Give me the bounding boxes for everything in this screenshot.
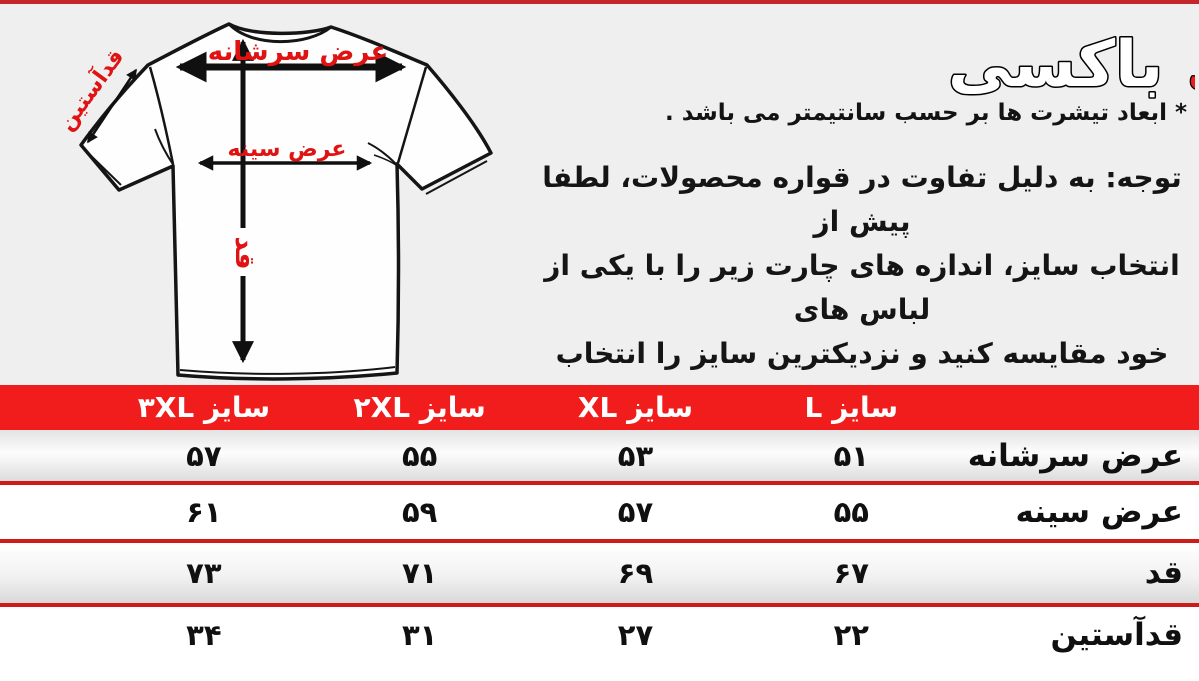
value-cell: ۶۱ — [186, 495, 222, 529]
value-cell: ۵۵ — [401, 438, 438, 473]
value-cell: ۵۹ — [401, 495, 438, 529]
value-cell: ۳۴ — [186, 618, 222, 652]
value-cell: ۶۹ — [617, 556, 654, 590]
shoulder-width-label: عرض سرشانه — [208, 37, 389, 67]
tshirt-outline — [79, 22, 493, 381]
table-row-shoulder-width: عرض سرشانه ۵۱ ۵۳ ۵۵ ۵۷ — [0, 430, 1199, 481]
size-table-header-row: سایز L سایز XL سایز ۲XL سایز ۳XL — [0, 385, 1199, 430]
value-cell: ۳۱ — [401, 618, 438, 652]
value-cell: ۵۷ — [186, 438, 222, 473]
table-row-length: قد ۶۷ ۶۹ ۷۱ ۷۳ — [0, 539, 1199, 603]
notice-line: توجه: به دلیل تفاوت در قواره محصولات، لط… — [542, 161, 1182, 238]
title-red-part: ابعاد تیشرت — [1188, 47, 1195, 101]
chest-width-label: عرض سینه — [228, 137, 347, 162]
value-cell: ۵۷ — [617, 495, 654, 529]
row-label: عرض سینه — [1015, 494, 1183, 530]
value-cell: ۷۱ — [401, 556, 438, 590]
sleeve-length-arrow — [86, 68, 138, 144]
top-border-line — [0, 0, 1199, 4]
header-size-xl: سایز XL — [577, 391, 694, 424]
row-label: قدآستین — [1050, 617, 1183, 653]
value-cell: ۶۷ — [833, 556, 869, 590]
value-cell: ۵۱ — [833, 438, 869, 473]
table-row-sleeve-length: قدآستین ۲۲ ۲۷ ۳۱ ۳۴ — [0, 603, 1199, 663]
size-table: سایز L سایز XL سایز ۲XL سایز ۳XL عرض سرش… — [0, 385, 1199, 681]
value-cell: ۵۵ — [833, 495, 869, 529]
value-cell: ۲۲ — [833, 618, 869, 652]
header-size-3xl: سایز ۳XL — [137, 391, 270, 424]
notice-line: انتخاب سایز، اندازه های چارت زیر را با ی… — [544, 249, 1180, 326]
row-label: قد — [1144, 555, 1183, 591]
value-cell: ۷۳ — [186, 556, 222, 590]
header-size-l: سایز L — [804, 391, 899, 424]
value-cell: ۲۷ — [617, 618, 654, 652]
row-label: عرض سرشانه — [967, 437, 1183, 474]
unit-note: * ابعاد تیشرت ها بر حسب سانتیمتر می باشد… — [665, 100, 1187, 126]
title-outlined-part: باکسی — [948, 28, 1163, 102]
measurement-arrows — [86, 38, 407, 364]
table-row-chest-width: عرض سینه ۵۵ ۵۷ ۵۹ ۶۱ — [0, 481, 1199, 539]
header-size-2xl: سایز ۲XL — [353, 391, 486, 424]
page-title: ابعاد تیشرت باکسی — [947, 27, 1196, 104]
value-cell: ۵۳ — [617, 438, 654, 473]
tshirt-measurement-diagram: عرض سرشانه عرض سینه قدآستین قد — [52, 22, 493, 381]
length-label: قد — [229, 236, 260, 269]
